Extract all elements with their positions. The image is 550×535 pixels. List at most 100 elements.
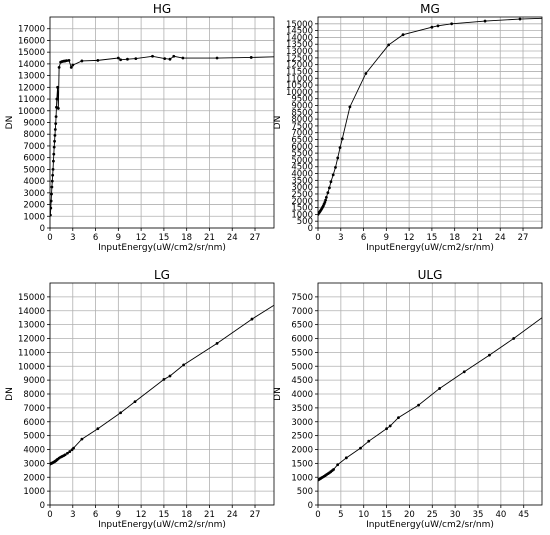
x-tick-label: 9 bbox=[384, 233, 389, 243]
chart-title: HG bbox=[153, 2, 171, 16]
y-tick-label: 2000 bbox=[291, 197, 313, 207]
y-tick-label: 13000 bbox=[286, 47, 313, 57]
x-tick-label: 21 bbox=[204, 510, 215, 520]
x-tick-label: 9 bbox=[116, 233, 121, 243]
y-tick-label: 3000 bbox=[291, 183, 313, 193]
x-tick-label: 6 bbox=[93, 510, 98, 520]
x-tick-label: 5 bbox=[338, 510, 343, 520]
data-point bbox=[116, 56, 120, 60]
y-tick-label: 0 bbox=[40, 224, 45, 234]
y-tick-label: 10500 bbox=[286, 81, 313, 91]
x-axis-label: InputEnergy(uW/cm2/sr/nm) bbox=[98, 243, 226, 253]
y-tick-label: 4000 bbox=[23, 177, 45, 187]
y-tick-label: 8000 bbox=[23, 130, 45, 140]
y-tick-label: 6000 bbox=[23, 154, 45, 164]
y-tick-label: 11000 bbox=[18, 95, 45, 105]
y-tick-label: 5000 bbox=[291, 362, 313, 372]
x-tick-label: 15 bbox=[158, 510, 169, 520]
data-point bbox=[52, 152, 56, 156]
y-axis-label: DN bbox=[273, 387, 283, 401]
y-tick-label: 500 bbox=[297, 487, 313, 497]
data-point bbox=[250, 317, 254, 321]
y-tick-label: 15000 bbox=[18, 293, 45, 303]
data-point bbox=[151, 54, 154, 58]
x-tick-label: 21 bbox=[204, 233, 215, 243]
y-tick-label: 7000 bbox=[23, 404, 45, 414]
chart-panel-ulg: 0 5 10 15 20 25 30 35 40 45 0 500 1000 1500 2000 2500 30… bbox=[273, 268, 543, 530]
series-line bbox=[50, 304, 274, 465]
x-tick-label: 0 bbox=[47, 233, 52, 243]
y-tick-label: 12000 bbox=[286, 61, 313, 71]
y-tick-label: 4500 bbox=[291, 163, 313, 173]
x-tick-label: 3 bbox=[70, 510, 75, 520]
data-point bbox=[417, 403, 420, 407]
y-tick-label: 4000 bbox=[291, 390, 313, 400]
y-tick-label: 7000 bbox=[291, 307, 313, 317]
series-line bbox=[50, 55, 274, 216]
y-tick-label: 14500 bbox=[286, 27, 313, 37]
y-tick-label: 5500 bbox=[291, 149, 313, 159]
x-tick-label: 0 bbox=[315, 233, 320, 243]
y-tick-label: 1000 bbox=[291, 210, 313, 220]
data-point bbox=[364, 72, 368, 75]
x-tick-label: 18 bbox=[449, 233, 460, 243]
y-tick-label: 5000 bbox=[23, 165, 45, 175]
series-line bbox=[318, 317, 542, 481]
y-tick-label: 10000 bbox=[286, 88, 313, 98]
data-point bbox=[438, 387, 441, 390]
x-tick-label: 20 bbox=[404, 510, 415, 520]
y-tick-label: 9500 bbox=[291, 95, 313, 105]
data-point bbox=[249, 56, 253, 59]
y-tick-label: 14000 bbox=[18, 307, 45, 317]
x-tick-label: 27 bbox=[250, 233, 261, 243]
y-tick-label: 7000 bbox=[23, 142, 45, 152]
y-tick-label: 1000 bbox=[23, 212, 45, 222]
y-tick-label: 5000 bbox=[291, 156, 313, 166]
x-axis-label: InputEnergy(uW/cm2/sr/nm) bbox=[98, 520, 226, 530]
data-point bbox=[56, 107, 60, 110]
y-tick-label: 4000 bbox=[291, 170, 313, 180]
data-point bbox=[53, 133, 57, 137]
data-point bbox=[182, 363, 186, 367]
data-point bbox=[119, 58, 123, 62]
y-tick-label: 9000 bbox=[23, 376, 45, 386]
y-tick-label: 5000 bbox=[23, 432, 45, 442]
x-tick-label: 0 bbox=[47, 510, 52, 520]
x-tick-label: 45 bbox=[518, 510, 529, 520]
data-point bbox=[50, 199, 53, 203]
data-point bbox=[52, 159, 55, 163]
x-tick-label: 24 bbox=[227, 510, 238, 520]
y-tick-label: 8000 bbox=[23, 390, 45, 400]
x-tick-label: 24 bbox=[495, 233, 506, 243]
data-point bbox=[72, 446, 75, 450]
data-point bbox=[51, 167, 55, 171]
x-tick-label: 0 bbox=[315, 510, 320, 520]
data-point bbox=[344, 456, 348, 460]
y-tick-label: 9000 bbox=[23, 119, 45, 129]
y-tick-label: 11000 bbox=[286, 74, 313, 84]
y-tick-label: 9000 bbox=[291, 101, 313, 111]
y-tick-label: 1000 bbox=[291, 473, 313, 483]
y-tick-label: 3000 bbox=[291, 418, 313, 428]
data-point bbox=[134, 57, 138, 61]
data-point bbox=[331, 173, 335, 177]
data-point bbox=[162, 378, 166, 381]
data-point bbox=[385, 427, 388, 431]
y-tick-label: 3500 bbox=[291, 404, 313, 414]
data-point bbox=[332, 468, 335, 471]
x-tick-label: 12 bbox=[136, 510, 147, 520]
data-point bbox=[50, 185, 54, 189]
y-tick-label: 3500 bbox=[291, 176, 313, 186]
data-point bbox=[66, 451, 69, 455]
data-point bbox=[168, 374, 172, 378]
y-tick-label: 10000 bbox=[18, 107, 45, 117]
y-tick-label: 5500 bbox=[291, 348, 313, 358]
y-tick-label: 2500 bbox=[291, 190, 313, 200]
data-point bbox=[50, 179, 54, 183]
data-point bbox=[215, 341, 219, 345]
x-axis-label: InputEnergy(uW/cm2/sr/nm) bbox=[366, 243, 494, 253]
data-point bbox=[483, 19, 487, 23]
chart-title: ULG bbox=[418, 268, 443, 282]
y-tick-label: 6000 bbox=[291, 335, 313, 345]
x-tick-label: 40 bbox=[495, 510, 506, 520]
